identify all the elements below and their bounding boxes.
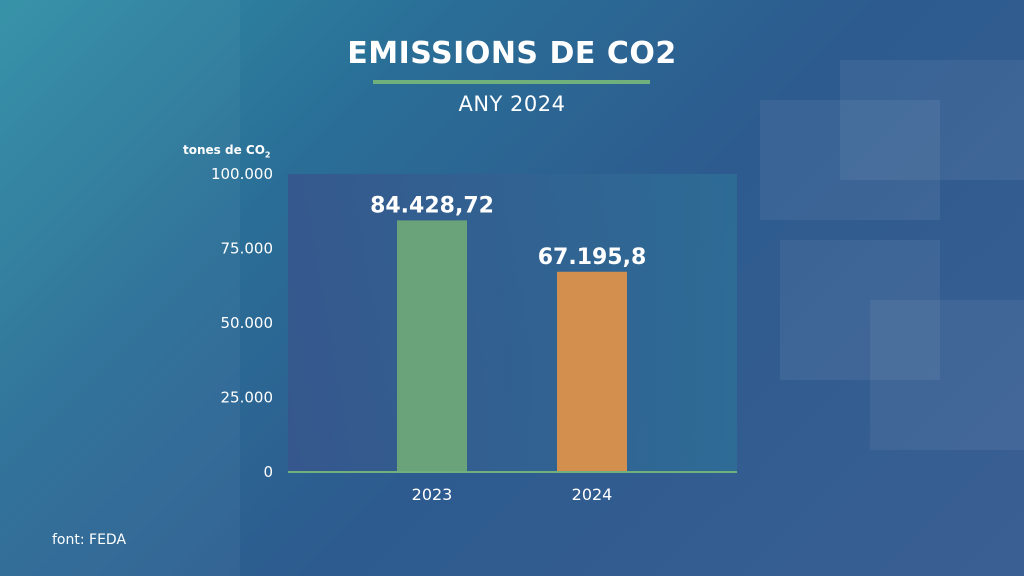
bar xyxy=(397,220,467,472)
data-label: 84.428,72 xyxy=(370,193,494,218)
title-underline xyxy=(373,80,650,84)
chart-subtitle: ANY 2024 xyxy=(458,92,566,116)
y-tick-label: 75.000 xyxy=(221,240,274,258)
y-tick-label: 50.000 xyxy=(221,314,274,332)
x-tick-label: 2024 xyxy=(572,485,613,504)
y-tick-label: 100.000 xyxy=(211,165,273,183)
y-tick-label: 25.000 xyxy=(221,389,274,407)
source-note: font: FEDA xyxy=(52,532,127,548)
y-axis-unit: tones de CO2 xyxy=(183,143,270,159)
x-tick-label: 2023 xyxy=(412,485,453,504)
plot-area xyxy=(288,174,737,472)
unit-subscript: 2 xyxy=(264,150,271,160)
chart-title: EMISSIONS DE CO2 xyxy=(347,36,677,71)
data-label: 67.195,8 xyxy=(538,245,647,270)
unit-prefix: tones de CO xyxy=(183,143,265,157)
bar xyxy=(557,271,627,472)
y-tick-label: 0 xyxy=(263,463,273,481)
